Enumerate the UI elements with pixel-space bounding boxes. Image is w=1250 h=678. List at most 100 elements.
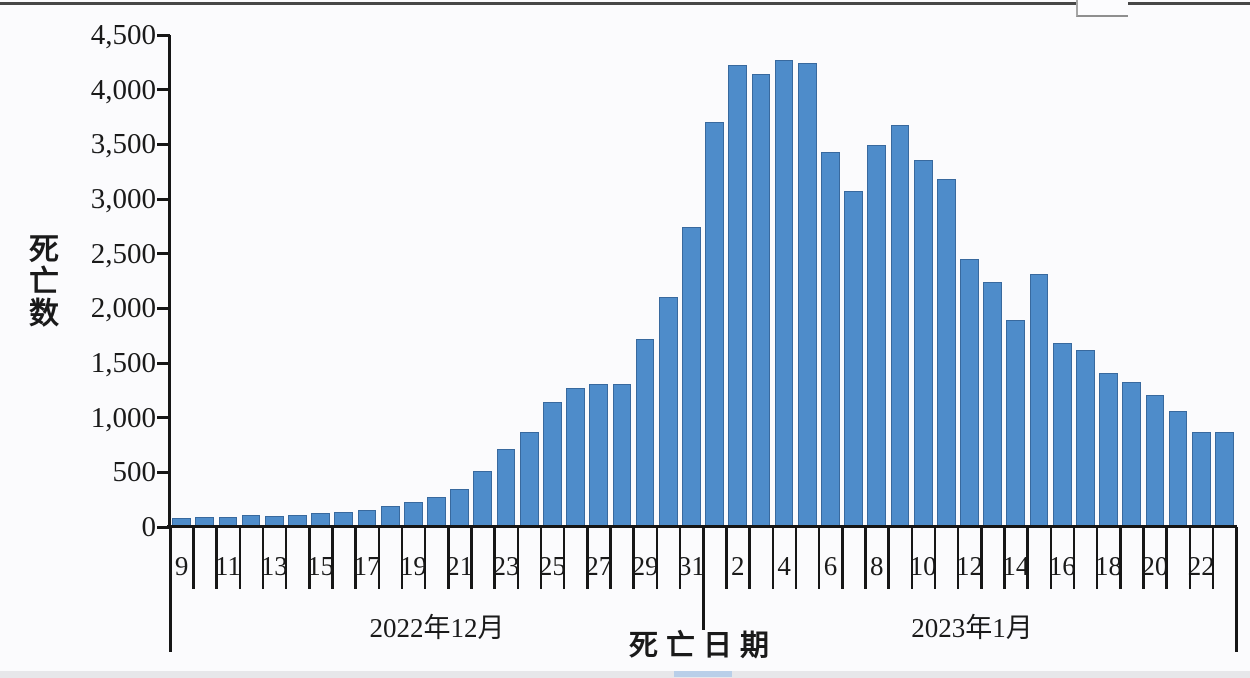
x-tick	[516, 527, 520, 589]
x-tick-label-27: 27	[585, 551, 613, 581]
x-tick-label-22: 22	[1187, 551, 1215, 581]
y-axis-title: 死亡数	[24, 233, 57, 329]
bar-01-21	[1168, 411, 1188, 527]
bar-01-07	[844, 191, 863, 527]
x-tick	[192, 527, 195, 589]
bar-12-21	[450, 489, 470, 527]
bar-12-14	[288, 514, 307, 527]
x-tick	[1072, 527, 1076, 589]
x-tick	[539, 527, 543, 589]
bar-12-11	[218, 516, 238, 527]
x-tick-label-17: 17	[353, 551, 381, 581]
bar-01-10	[913, 159, 933, 527]
y-tick-3,000	[157, 197, 170, 201]
y-tick-3,500	[157, 142, 170, 146]
x-tick	[470, 527, 473, 589]
x-tick	[655, 527, 659, 589]
bar-01-13	[983, 282, 1003, 527]
x-tick-label-2: 2	[731, 551, 745, 581]
x-tick	[910, 527, 914, 589]
x-tick	[748, 527, 751, 589]
bar-01-05	[797, 63, 817, 527]
bar-01-19	[1122, 381, 1142, 527]
bar-12-17	[357, 509, 377, 527]
y-tick-4,500	[157, 33, 170, 37]
month-separator-line	[702, 527, 705, 630]
y-tick-label-2,500: 2,500	[90, 237, 156, 270]
x-tick	[1026, 527, 1029, 589]
x-tick	[980, 527, 983, 589]
x-tick-label-12: 12	[956, 551, 983, 581]
x-tick	[331, 527, 334, 589]
x-tick	[632, 527, 635, 589]
bar-12-12	[241, 514, 261, 527]
bar-12-18	[380, 506, 400, 527]
bar-01-23	[1215, 432, 1234, 527]
x-tick	[864, 527, 867, 589]
x-tick-label-20: 20	[1141, 551, 1169, 581]
y-tick-label-3,000: 3,000	[90, 183, 156, 215]
x-tick	[794, 527, 798, 589]
bar-12-24	[519, 432, 539, 527]
bar-01-20	[1145, 395, 1165, 527]
x-tick	[562, 527, 566, 589]
y-tick-4,000	[157, 88, 170, 92]
x-tick-label-15: 15	[307, 551, 335, 581]
bar-01-04	[774, 60, 794, 527]
x-tick	[1003, 527, 1006, 589]
x-tick-label-23: 23	[492, 551, 520, 581]
bar-12-13	[264, 515, 284, 527]
x-tick	[933, 527, 937, 589]
bar-12-16	[334, 512, 354, 527]
y-tick-label-500: 500	[112, 456, 157, 489]
x-tick	[261, 527, 265, 589]
bar-01-12	[960, 259, 979, 527]
screenshot-bottom-border	[0, 671, 1250, 678]
bar-12-10	[195, 516, 215, 527]
bar-01-09	[890, 124, 910, 527]
bar-12-25	[542, 402, 562, 527]
y-tick-label-1,000: 1,000	[90, 401, 156, 434]
x-tick-label-25: 25	[538, 551, 566, 581]
bar-01-02	[728, 64, 748, 527]
x-tick	[1049, 527, 1053, 589]
x-tick	[1188, 527, 1192, 589]
y-axis-line	[168, 35, 171, 529]
x-tick	[238, 527, 242, 589]
x-tick	[609, 527, 612, 589]
y-tick-label-0: 0	[141, 511, 157, 543]
x-tick	[447, 527, 450, 589]
bar-01-01	[705, 122, 724, 527]
y-tick-label-2,000: 2,000	[90, 292, 156, 325]
bar-01-06	[821, 152, 840, 527]
x-tick	[1095, 527, 1099, 589]
y-tick-label-1,500: 1,500	[90, 347, 156, 379]
y-tick-label-3,500: 3,500	[90, 128, 156, 161]
x-tick-label-10: 10	[909, 551, 937, 581]
bar-12-27	[589, 383, 609, 527]
x-tick	[423, 527, 427, 589]
month-label-january: 2023年1月	[911, 613, 1033, 643]
bar-01-17	[1075, 349, 1095, 527]
x-axis-line	[167, 525, 1237, 528]
bar-01-22	[1191, 432, 1211, 527]
axis-boundary-line	[169, 527, 172, 652]
bar-12-22	[473, 471, 493, 527]
x-tick	[586, 527, 589, 589]
x-axis-title: 死亡日期	[628, 630, 778, 662]
x-tick-label-6: 6	[823, 551, 838, 581]
screenshot-top-border	[0, 2, 1250, 5]
bar-12-15	[311, 513, 330, 527]
x-tick	[678, 527, 682, 589]
x-tick	[841, 527, 844, 589]
x-tick	[1211, 527, 1215, 589]
x-tick	[284, 527, 288, 589]
y-tick-0	[157, 525, 170, 529]
x-tick	[308, 527, 311, 589]
bar-12-19	[403, 501, 423, 527]
x-tick-label-4: 4	[777, 551, 791, 581]
x-tick-label-18: 18	[1095, 551, 1123, 581]
x-tick-label-14: 14	[1002, 551, 1030, 581]
bar-12-26	[566, 388, 585, 527]
